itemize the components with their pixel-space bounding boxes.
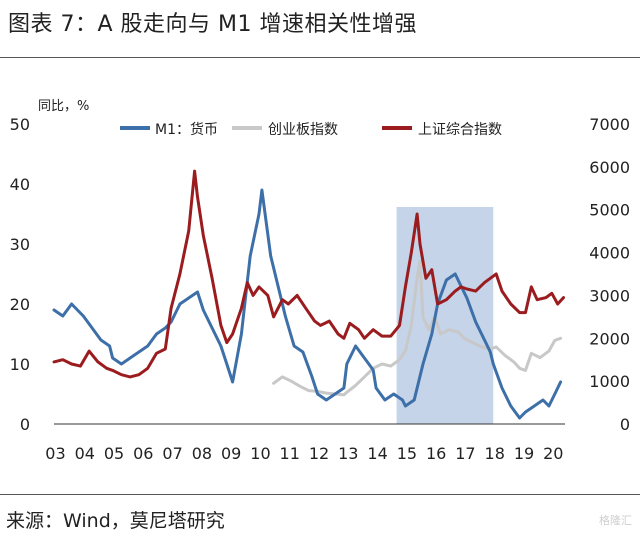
x-tick-label: 07	[162, 444, 182, 463]
right-tick-label: 4000	[589, 244, 630, 263]
legend-label-sh: 上证综合指数	[418, 122, 502, 138]
bottom-divider	[0, 494, 640, 495]
right-tick-label: 1000	[589, 372, 630, 391]
x-tick-label: 14	[367, 444, 387, 463]
right-tick-label: 2000	[589, 329, 630, 348]
right-tick-label: 7000	[589, 115, 630, 134]
left-tick-label: 20	[10, 295, 30, 314]
x-tick-label: 11	[280, 444, 300, 463]
x-tick-label: 06	[133, 444, 153, 463]
x-tick-label: 03	[45, 444, 65, 463]
series-line-m1	[52, 188, 563, 420]
left-tick-label: 10	[10, 355, 30, 374]
x-tick-label: 18	[485, 444, 505, 463]
top-divider	[0, 57, 640, 58]
left-tick-label: 0	[20, 415, 30, 434]
x-tick-label: 13	[338, 444, 358, 463]
series-line-sh	[52, 169, 565, 379]
right-axis-ticks: 0 1000 2000 3000 4000 5000 6000 7000	[589, 115, 630, 434]
x-tick-label: 12	[309, 444, 329, 463]
right-tick-label: 3000	[589, 286, 630, 305]
x-tick-label: 19	[514, 444, 534, 463]
x-tick-label: 05	[104, 444, 124, 463]
left-axis-ticks: 0 10 20 30 40 50	[10, 115, 30, 434]
right-tick-label: 6000	[589, 158, 630, 177]
legend-label-m1: M1：货币	[155, 121, 218, 138]
x-tick-label: 09	[221, 444, 241, 463]
series-layer	[52, 169, 565, 420]
chart: 0 10 20 30 40 50 0 1000 2000 3000 4000 5000 6000 700…	[10, 99, 630, 463]
x-tick-label: 15	[397, 444, 417, 463]
x-tick-label: 20	[543, 444, 563, 463]
x-tick-label: 04	[75, 444, 95, 463]
right-tick-label: 0	[620, 415, 630, 434]
source-note: 来源：Wind，莫尼塔研究	[6, 510, 225, 532]
x-tick-label: 17	[455, 444, 475, 463]
x-tick-label: 08	[192, 444, 212, 463]
right-tick-label: 5000	[589, 201, 630, 220]
x-tick-label: 10	[250, 444, 270, 463]
legend-label-cyb: 创业板指数	[268, 122, 338, 138]
x-tick-label: 16	[426, 444, 446, 463]
left-tick-label: 30	[10, 235, 30, 254]
left-tick-label: 50	[10, 115, 30, 134]
left-tick-label: 40	[10, 175, 30, 194]
x-axis-ticks: 03 04 05 06 07 08 09 10 11 12 13 14 15 16 17 18 19 20	[45, 444, 563, 463]
series-line-cyb	[272, 259, 563, 397]
page-title: 图表 7：A 股走向与 M1 增速相关性增强	[8, 12, 417, 37]
legend: M1：货币 创业板指数 上证综合指数	[120, 121, 502, 138]
watermark: 格隆汇	[599, 514, 632, 527]
left-axis-unit-label: 同比，%	[38, 99, 89, 114]
